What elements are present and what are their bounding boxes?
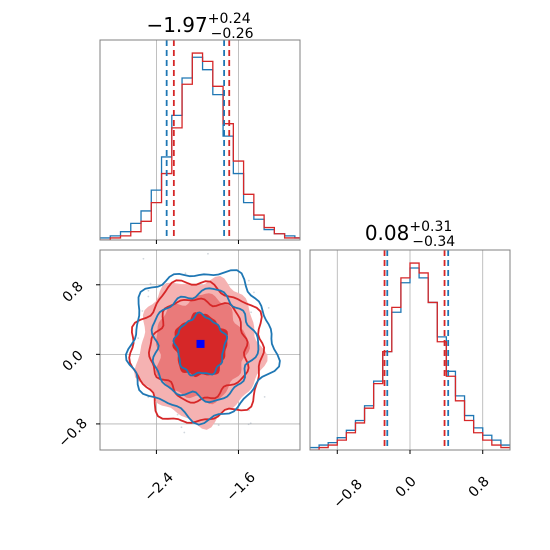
- scatter-sample-point: [176, 413, 179, 416]
- bl-y-tick-label-1: 0.0: [60, 348, 87, 375]
- hist-param1-series: [100, 52, 300, 240]
- scatter-sample-point: [141, 310, 144, 312]
- scatter-sample-point: [247, 279, 250, 282]
- scatter-sample-point: [185, 246, 187, 248]
- hist-param1-median: −1.97: [146, 13, 207, 37]
- scatter-sample-point: [125, 459, 127, 461]
- hist-param2-plus: +0.31: [409, 219, 452, 235]
- scatter-sample-point: [184, 272, 187, 275]
- contour-line-level-3: [128, 279, 266, 424]
- hist-panel-param2: 0.08+0.31 −0.34 −0.8 0.0 0.8: [309, 219, 511, 512]
- hist-param1-series-1-step-line: [100, 52, 300, 240]
- scatter-sample-point: [147, 289, 150, 292]
- hist-param1-quantile-lines: [165, 40, 231, 240]
- hist-param1-title: −1.97+0.24 −0.26: [146, 11, 253, 42]
- hist-param2-series-1-step-line: [310, 262, 510, 450]
- scatter-sample-point: [307, 337, 309, 339]
- bl-x-tick-label-1: −1.6: [223, 469, 258, 504]
- contour-line-level-6: [150, 287, 260, 404]
- scatter-sample-point: [248, 409, 250, 412]
- contour-line-level-5: [124, 269, 281, 426]
- scatter-sample-point: [149, 282, 152, 285]
- scatter-sample-point: [263, 395, 266, 398]
- scatter-sample-point: [253, 291, 255, 294]
- scatter-sample-point: [217, 424, 220, 427]
- scatter-sample-point: [207, 252, 209, 255]
- hist-param1-grid: [156, 40, 239, 240]
- hist-param2-median: 0.08: [365, 221, 410, 245]
- scatter-sample-point: [137, 337, 140, 340]
- contour-frame: [99, 249, 301, 451]
- scatter-sample-point: [142, 257, 145, 260]
- hist-param2-x-ticks: −0.8 0.0 0.8: [330, 450, 493, 512]
- hist-param1-x-ticks: [155, 240, 239, 244]
- bl-y-tick-label-2: 0.8: [60, 279, 87, 306]
- scatter-sample-point: [267, 306, 270, 309]
- truth-point-marker: [196, 339, 205, 348]
- bl-x-tick-label-0: −2.4: [141, 469, 176, 504]
- contour-line-level-4: [147, 297, 250, 404]
- scatter-sample-point: [183, 431, 186, 434]
- hist-param2-minus: −0.34: [412, 234, 455, 250]
- hist-param1-series-0-step-line: [100, 56, 300, 239]
- br-x-tick-label-1: 0.0: [393, 474, 420, 501]
- hist-param2-quantile-lines: [383, 250, 450, 450]
- scatter-sample-point: [250, 311, 253, 314]
- hist-panel-param1: −1.97+0.24 −0.26: [99, 11, 301, 244]
- contour-levels: [124, 269, 281, 430]
- hist-param1-frame: [99, 39, 301, 241]
- scatter-sample-point: [180, 426, 183, 429]
- hist-param2-title: 0.08+0.31 −0.34: [365, 219, 455, 250]
- br-x-tick-label-2: 0.8: [466, 474, 493, 501]
- scatter-sample-point: [147, 295, 150, 298]
- contour-panel: −2.4 −1.6 −0.8 0.0 0.8: [55, 246, 309, 505]
- bl-y-tick-label-0: −0.8: [55, 415, 90, 450]
- scatter-sample-point: [249, 422, 252, 425]
- contour-truth-marker: [196, 339, 205, 348]
- hist-param1-minus: −0.26: [211, 26, 254, 42]
- hist-param1-plus: +0.24: [208, 11, 251, 27]
- contour-line-level-7: [172, 311, 229, 377]
- scatter-sample-point: [247, 423, 250, 426]
- hist-param2-series: [310, 262, 510, 450]
- br-x-tick-label-0: −0.8: [330, 476, 365, 511]
